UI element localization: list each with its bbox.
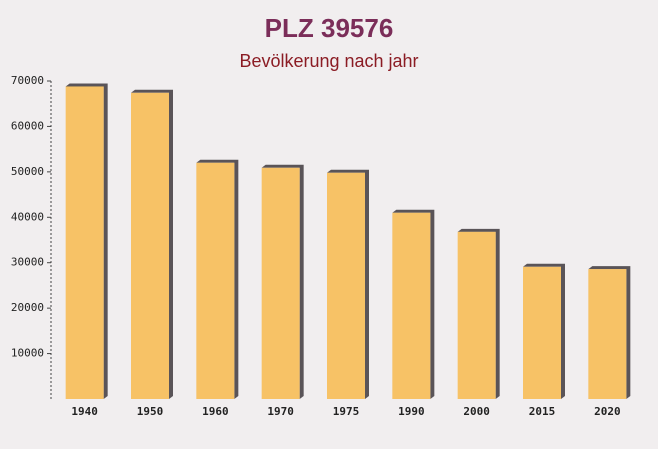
bar: [196, 162, 235, 399]
y-tick-label: 30000: [11, 256, 44, 269]
bar: [523, 266, 561, 399]
bar: [65, 86, 104, 400]
x-tick-label: 2015: [529, 405, 556, 418]
chart-title: PLZ 39576: [265, 13, 394, 43]
bar: [327, 172, 365, 399]
bar: [588, 269, 627, 399]
x-tick-label: 2000: [463, 405, 490, 418]
bar: [392, 212, 431, 399]
x-tick-label: 1950: [137, 405, 164, 418]
x-tick-label: 1970: [267, 405, 294, 418]
x-tick-label: 1940: [71, 405, 98, 418]
y-tick-label: 60000: [11, 119, 44, 132]
bar: [457, 231, 496, 399]
y-tick-label: 50000: [11, 165, 44, 178]
x-tick-label: 1975: [333, 405, 360, 418]
bar: [261, 167, 300, 399]
x-tick-label: 2020: [594, 405, 621, 418]
y-tick-label: 40000: [11, 210, 44, 223]
y-tick-label: 70000: [11, 74, 44, 87]
y-tick-label: 20000: [11, 301, 44, 314]
bar: [131, 92, 169, 399]
x-tick-label: 1960: [202, 405, 229, 418]
chart-subtitle: Bevölkerung nach jahr: [239, 51, 418, 71]
y-tick-label: 10000: [11, 347, 44, 360]
x-tick-label: 1990: [398, 405, 425, 418]
